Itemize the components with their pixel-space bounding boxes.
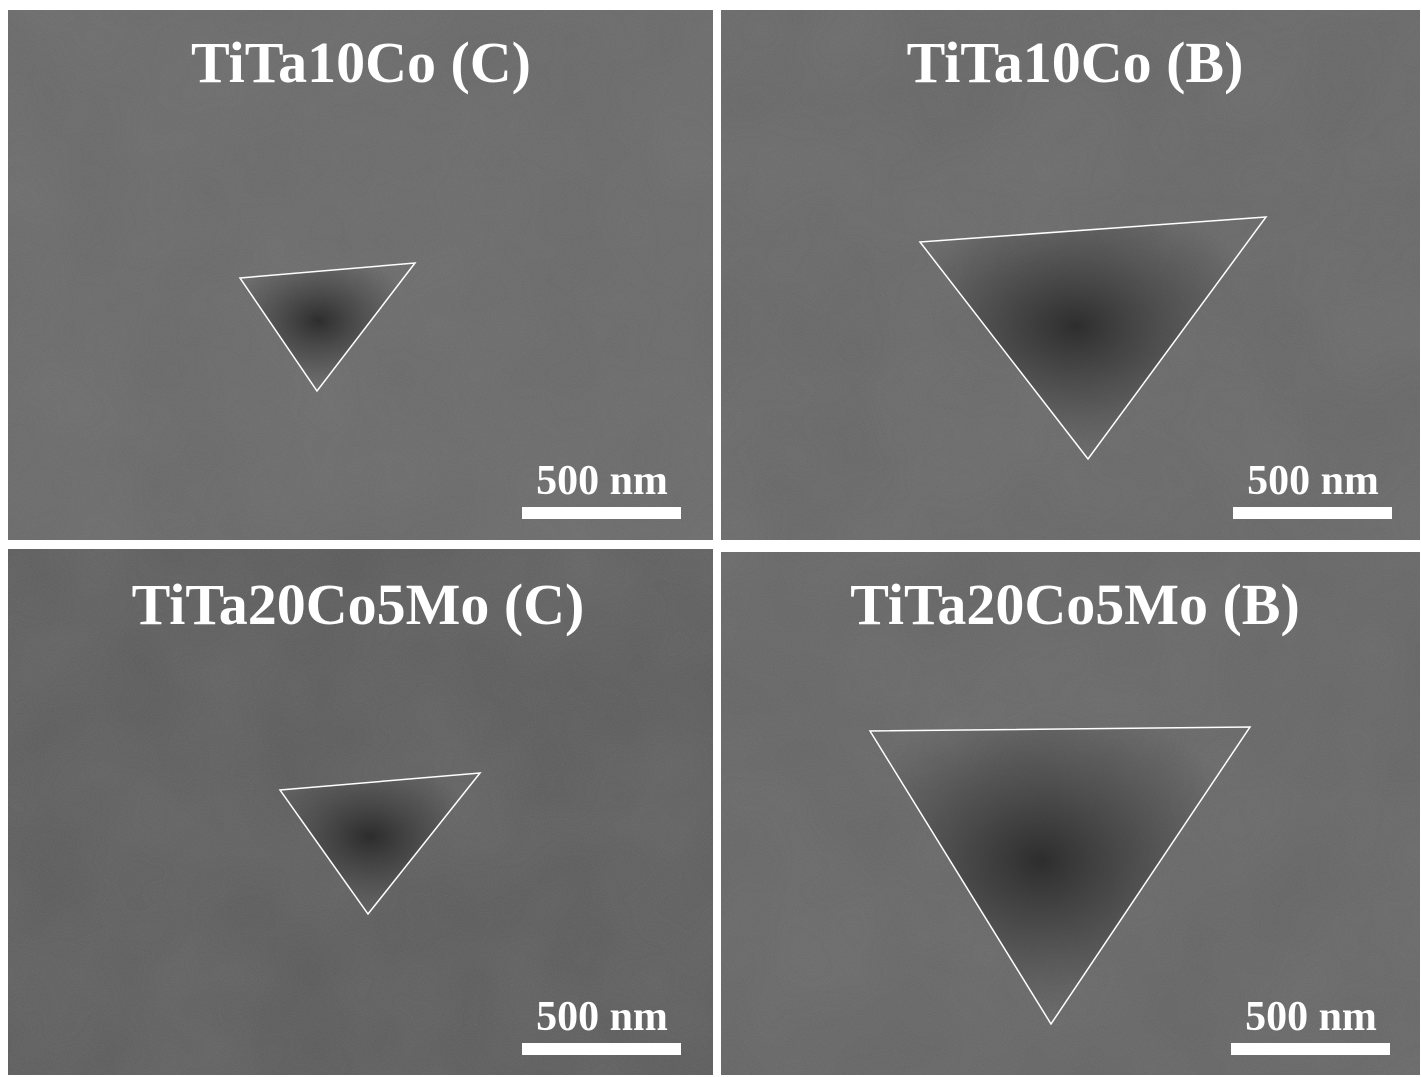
page: TiTa10Co (C) 500 nm TiTa10Co (B) 500 nm … [0, 0, 1421, 1077]
panel-title: TiTa20Co5Mo (B) [850, 572, 1300, 637]
panel-tl: TiTa10Co (C) 500 nm [8, 10, 713, 540]
panel-tr: TiTa10Co (B) 500 nm [721, 10, 1420, 540]
scale-bar [1231, 1043, 1390, 1055]
panel-title: TiTa10Co (B) [907, 30, 1244, 95]
scale-bar [1233, 507, 1392, 519]
scale-label: 500 nm [536, 994, 668, 1040]
panel-bl: TiTa20Co5Mo (C) 500 nm [8, 549, 713, 1075]
scale-label: 500 nm [536, 458, 668, 504]
panel-title: TiTa10Co (C) [191, 30, 531, 95]
scale-label: 500 nm [1247, 458, 1379, 504]
panel-title: TiTa20Co5Mo (C) [132, 572, 585, 637]
scale-label: 500 nm [1245, 994, 1377, 1040]
panel-br: TiTa20Co5Mo (B) 500 nm [721, 552, 1420, 1075]
scale-bar [522, 1043, 681, 1055]
figure: TiTa10Co (C) 500 nm TiTa10Co (B) 500 nm … [0, 0, 1421, 1077]
scale-bar [522, 507, 681, 519]
